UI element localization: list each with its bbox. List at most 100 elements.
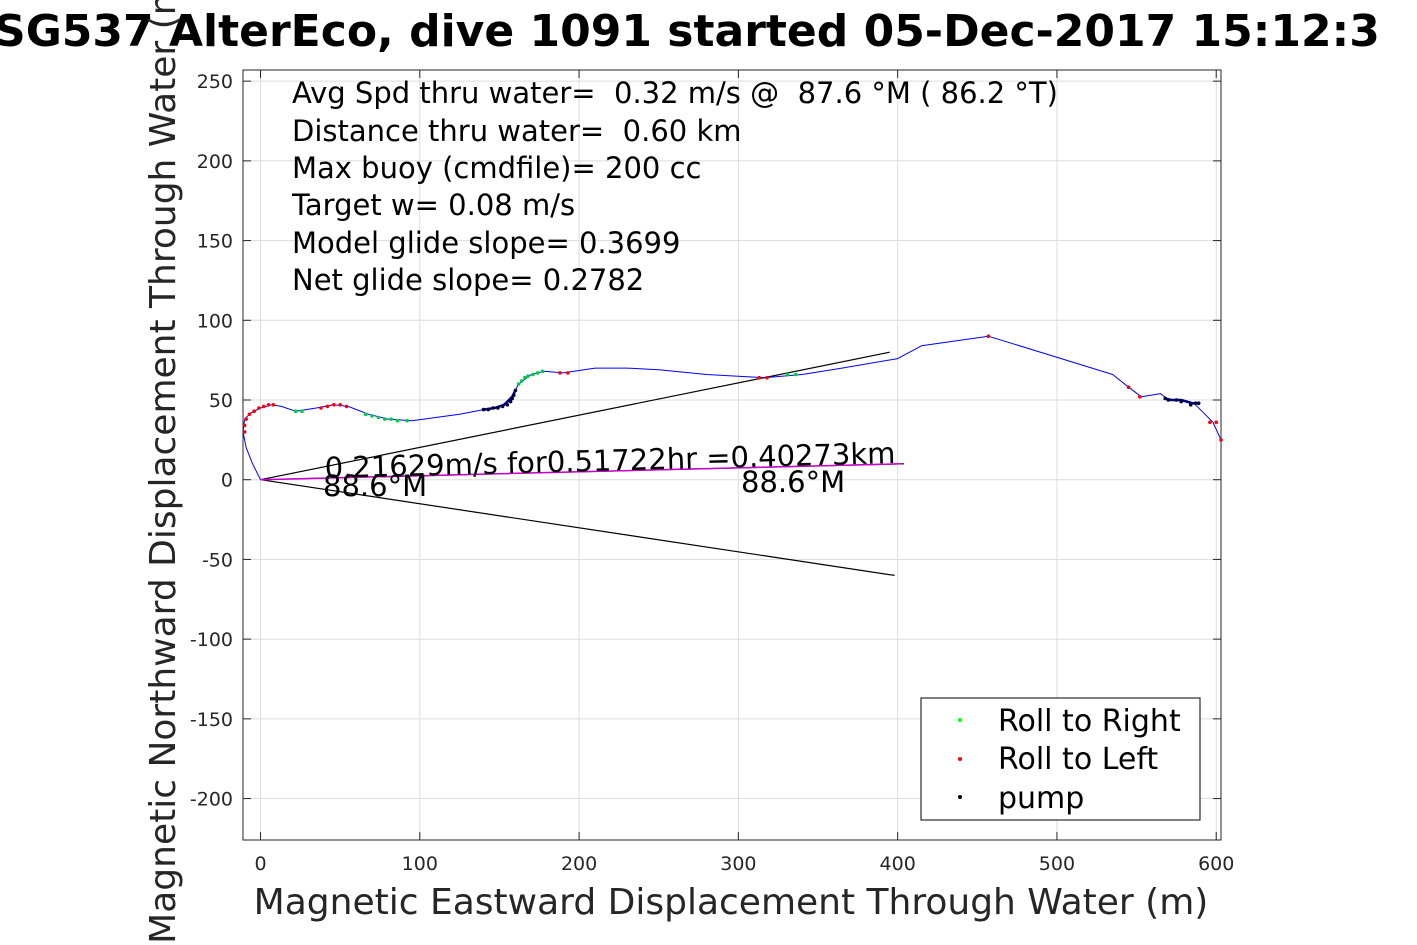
roll-left-point (1208, 420, 1212, 425)
roll-left-point (765, 375, 769, 380)
pump-point (1188, 403, 1193, 407)
legend-label-pump: pump (998, 781, 1084, 816)
pump-point (505, 403, 510, 407)
roll-right-point (535, 371, 540, 375)
x-tick-label: 500 (1039, 853, 1075, 875)
pump-point (1179, 399, 1183, 404)
roll-left-point (271, 403, 276, 407)
roll-left-point (1214, 420, 1218, 425)
y-tick-label: -200 (190, 789, 233, 811)
glide-envelope-upper-line (260, 351, 890, 481)
grid-lines (243, 70, 1221, 840)
x-tick-label: 600 (1198, 853, 1234, 875)
info-avg-speed: Avg Spd thru water= 0.32 m/s @ 87.6 °M (… (292, 76, 1058, 110)
pump-point (491, 406, 495, 410)
roll-right-point (300, 409, 304, 414)
roll-right-point (523, 375, 527, 380)
roll-left-point (266, 403, 271, 407)
y-tick-label: 150 (197, 231, 233, 253)
roll-left-point (242, 423, 247, 428)
legend-marker-roll-left (958, 757, 962, 761)
roll-left-point (332, 403, 336, 407)
roll-left-point (338, 403, 343, 407)
x-tick-label: 100 (402, 853, 438, 875)
info-max-buoy: Max buoy (cmdfile)= 200 cc (292, 151, 701, 185)
roll-left-point (986, 334, 991, 339)
roll-right-point (405, 418, 409, 423)
info-text-block: Avg Spd thru water= 0.32 m/s @ 87.6 °M (… (291, 76, 1058, 297)
roll-right-point (293, 409, 298, 414)
roll-right-point (376, 415, 381, 420)
chart-title: SG537 AlterEco, dive 1091 started 05-Dec… (0, 6, 1380, 57)
y-tick-label: 100 (197, 310, 233, 332)
roll-right-point (531, 372, 535, 377)
pump-point (1166, 398, 1171, 402)
roll-right-point (526, 374, 530, 378)
y-tick-label: 0 (221, 470, 233, 492)
legend: Roll to Right Roll to Left pump (920, 697, 1201, 821)
pump-point (508, 399, 513, 404)
roll-right-point (363, 412, 368, 417)
roll-right-point (793, 372, 798, 377)
roll-right-point (370, 414, 374, 418)
roll-left-point (319, 406, 323, 410)
x-tick-label: 0 (254, 853, 266, 875)
legend-marker-pump (958, 795, 962, 799)
pump-point (496, 406, 500, 410)
roll-right-point (785, 372, 790, 377)
y-tick-label: -150 (190, 709, 233, 731)
legend-label-roll-left: Roll to Left (998, 742, 1158, 777)
roll-left-point (344, 404, 349, 409)
roll-right-point (395, 418, 400, 423)
glide-envelope-lower-line (260, 479, 895, 576)
y-axis-label: Magnetic Northward Displacement Through … (143, 0, 184, 944)
info-net-glide-slope: Net glide slope= 0.2782 (292, 263, 644, 297)
plot-area-border (242, 69, 1222, 841)
roll-left-point (1219, 438, 1223, 442)
pump-point (500, 404, 505, 409)
y-tick-label: -50 (202, 549, 233, 571)
x-tick-label: 400 (880, 853, 916, 875)
pump-point (1174, 398, 1179, 402)
data-series (242, 334, 1223, 576)
roll-right-point (389, 417, 393, 421)
pump-point (1193, 401, 1198, 406)
roll-left-point (325, 404, 330, 409)
roll-left-point (757, 375, 761, 380)
axis-ticks: 0 100 200 300 400 500 600250200150100500-50-10… (190, 70, 1234, 875)
x-tick-label: 300 (720, 853, 756, 875)
roll-left-point (257, 406, 261, 410)
pump-point (481, 407, 486, 412)
roll-right-point (540, 369, 545, 374)
roll-left-point (261, 404, 266, 409)
roll-left-point (566, 371, 570, 375)
roll-right-point (383, 417, 387, 421)
roll-left-point (242, 430, 247, 434)
legend-label-roll-right: Roll to Right (998, 704, 1181, 739)
info-target-w: Target w= 0.08 m/s (291, 188, 575, 222)
heading-annotation-right: 88.6°M (741, 465, 845, 499)
pump-point (512, 393, 516, 398)
x-tick-label: 200 (561, 853, 597, 875)
info-distance: Distance thru water= 0.60 km (292, 114, 742, 148)
y-tick-label: 50 (209, 390, 233, 412)
roll-left-point (558, 371, 562, 375)
current-vector-line (260, 463, 901, 481)
roll-right-point (519, 379, 524, 383)
y-tick-label: 250 (197, 71, 233, 93)
roll-left-point (252, 409, 256, 414)
y-tick-label: -100 (190, 629, 233, 651)
roll-left-point (1138, 395, 1142, 399)
pump-point (1196, 401, 1201, 406)
roll-right-point (516, 382, 521, 386)
heading-annotation-left: 88.6°M (323, 469, 427, 503)
roll-left-point (247, 412, 252, 417)
info-model-glide-slope: Model glide slope= 0.3699 (292, 226, 680, 260)
x-axis-label: Magnetic Eastward Displacement Through W… (254, 882, 1209, 923)
pump-point (513, 388, 518, 393)
legend-box (920, 697, 1201, 821)
roll-left-point (1126, 385, 1131, 390)
roll-left-point (244, 417, 248, 421)
y-tick-label: 200 (197, 151, 233, 173)
